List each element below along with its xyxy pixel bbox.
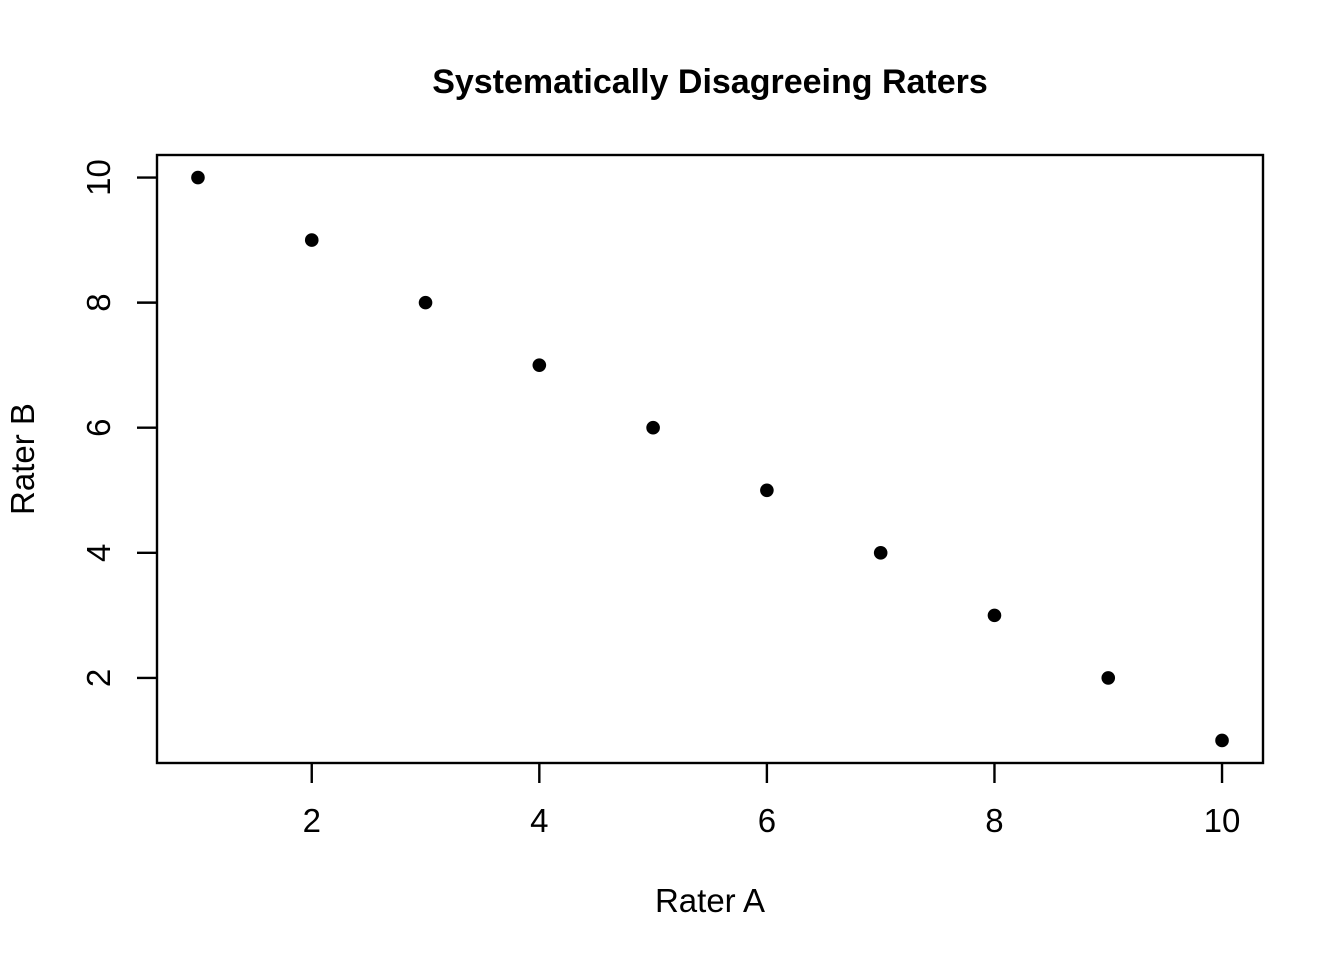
- scatter-point: [532, 358, 547, 372]
- scatter-point: [418, 295, 433, 310]
- x-axis-label: Rater A: [655, 882, 765, 919]
- y-axis-ticks: 2 4 6 8 10: [80, 159, 157, 687]
- y-tick-label: 6: [80, 419, 117, 437]
- scatter-point: [987, 608, 1002, 623]
- x-tick-label: 6: [758, 802, 776, 839]
- scatter-point: [1215, 733, 1229, 748]
- x-tick-label: 4: [530, 802, 548, 839]
- x-tick-label: 10: [1204, 802, 1241, 839]
- y-tick-label: 4: [80, 544, 117, 562]
- y-tick-label: 10: [80, 159, 117, 196]
- y-axis-label: Rater B: [4, 403, 41, 515]
- scatter-point: [304, 233, 319, 247]
- scatter-point: [873, 546, 888, 560]
- x-tick-label: 2: [303, 802, 321, 839]
- scatter-point: [760, 483, 774, 498]
- y-tick-label: 8: [80, 293, 117, 311]
- scatter-point: [1101, 671, 1116, 685]
- data-points: [191, 170, 1229, 748]
- chart-title: Systematically Disagreeing Raters: [432, 63, 988, 101]
- scatter-point: [191, 170, 205, 185]
- x-axis-ticks: 2 4 6 8 10: [303, 763, 1241, 839]
- y-tick-label: 2: [80, 669, 117, 687]
- plot-box: [155, 153, 1265, 765]
- x-tick-label: 8: [985, 802, 1003, 839]
- scatter-point: [646, 420, 660, 435]
